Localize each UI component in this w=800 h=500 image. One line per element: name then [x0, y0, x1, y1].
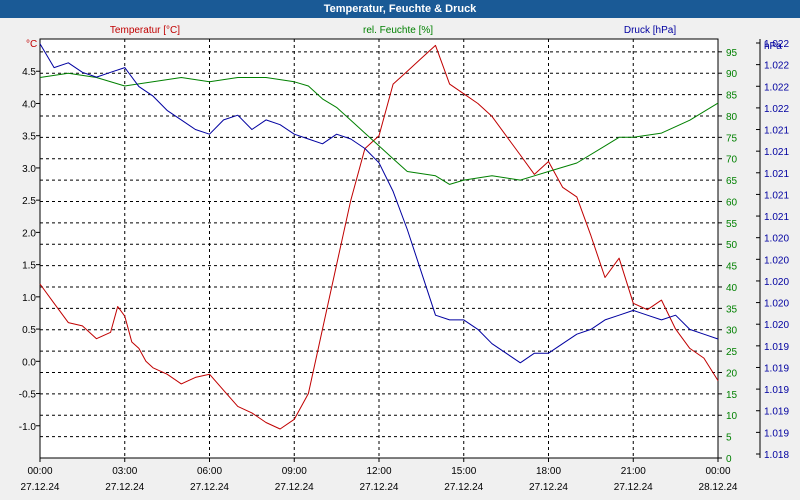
temperature-tick-label: 0.0	[22, 357, 36, 368]
humidity-tick-label: 15	[726, 390, 738, 401]
temperature-tick-label: 1.5	[22, 261, 36, 272]
pressure-tick-label: 1.022	[764, 82, 789, 93]
pressure-tick-label: 1.021	[764, 169, 789, 180]
humidity-tick-label: 65	[726, 176, 738, 187]
temperature-tick-label: 3.0	[22, 164, 36, 175]
temperature-tick-label: 2.5	[22, 196, 36, 207]
humidity-tick-label: 25	[726, 347, 738, 358]
axes-layer	[36, 39, 761, 462]
labels-layer: 00:00 27.12.24 03:00 27.12.24 06:00 27.12.24 0…	[19, 25, 790, 493]
x-tick-label-time: 21:00	[621, 466, 646, 477]
x-tick-label-date: 27.12.24	[275, 482, 314, 493]
humidity-tick-label: 5	[726, 433, 732, 444]
x-tick-label-time: 06:00	[197, 466, 222, 477]
pressure-tick-label: 1.019	[764, 342, 789, 353]
x-tick-label-time: 18:00	[536, 466, 561, 477]
temperature-tick-label: -1.0	[19, 422, 37, 433]
humidity-tick-label: 20	[726, 368, 738, 379]
grid	[40, 39, 718, 458]
pressure-tick-label: 1.019	[764, 363, 789, 374]
humidity-tick-label: 50	[726, 240, 738, 251]
x-tick-label-time: 15:00	[451, 466, 476, 477]
temperature-tick-label: 4.5	[22, 67, 36, 78]
pressure-tick-label: 1.021	[764, 147, 789, 158]
chart-title: Temperatur, Feuchte & Druck	[0, 0, 800, 18]
pressure-tick-label: 1.019	[764, 407, 789, 418]
pressure-series-line	[39, 43, 719, 364]
x-tick-label-time: 00:00	[705, 466, 730, 477]
temperature-tick-label: 3.5	[22, 132, 36, 143]
x-tick-label-time: 09:00	[282, 466, 307, 477]
humidity-series-label: rel. Feuchte [%]	[363, 25, 433, 36]
x-tick-label-date: 27.12.24	[105, 482, 144, 493]
temperature-tick-label: 1.0	[22, 293, 36, 304]
humidity-tick-label: 45	[726, 262, 738, 273]
x-tick-label-date: 27.12.24	[190, 482, 229, 493]
x-tick-label-time: 00:00	[27, 466, 52, 477]
x-tick-label-date: 27.12.24	[529, 482, 568, 493]
humidity-tick-label: 60	[726, 197, 738, 208]
temperature-series-line	[39, 44, 719, 430]
humidity-tick-label: 35	[726, 304, 738, 315]
pressure-tick-label: 1.018	[764, 450, 789, 461]
x-tick-label-date: 27.12.24	[21, 482, 60, 493]
temperature-tick-label: 4.0	[22, 99, 36, 110]
temperature-tick-label: 0.5	[22, 325, 36, 336]
humidity-series-line	[39, 72, 719, 185]
pressure-tick-label: 1.022	[764, 61, 789, 72]
humidity-tick-label: 55	[726, 219, 738, 230]
x-tick-label-time: 03:00	[112, 466, 137, 477]
temperature-tick-label: 2.0	[22, 228, 36, 239]
humidity-tick-label: 80	[726, 112, 738, 123]
x-tick-label-date: 27.12.24	[360, 482, 399, 493]
temperature-tick-label: -0.5	[19, 390, 37, 401]
humidity-tick-label: 75	[726, 133, 738, 144]
humidity-tick-label: 90	[726, 69, 738, 80]
pressure-tick-label: 1.020	[764, 320, 789, 331]
pressure-series-label: Druck [hPa]	[624, 25, 676, 36]
pressure-tick-label: 1.020	[764, 277, 789, 288]
temperature-unit-label: °C	[26, 39, 37, 50]
x-tick-label-date: 28.12.24	[699, 482, 738, 493]
humidity-tick-label: 70	[726, 155, 738, 166]
pressure-tick-label: 1.020	[764, 234, 789, 245]
pressure-unit-label: hPa	[764, 41, 782, 52]
pressure-tick-label: 1.020	[764, 255, 789, 266]
series-layer	[39, 43, 719, 430]
pressure-tick-label: 1.022	[764, 104, 789, 115]
pressure-tick-label: 1.019	[764, 385, 789, 396]
pressure-tick-label: 1.020	[764, 299, 789, 310]
pressure-tick-label: 1.019	[764, 428, 789, 439]
pressure-tick-label: 1.021	[764, 190, 789, 201]
x-tick-label-time: 12:00	[366, 466, 391, 477]
chart-canvas: 00:00 27.12.24 03:00 27.12.24 06:00 27.12.24 0…	[0, 18, 800, 500]
temperature-series-label: Temperatur [°C]	[110, 25, 180, 36]
humidity-tick-label: 85	[726, 91, 738, 102]
humidity-tick-label: 40	[726, 283, 738, 294]
humidity-tick-label: 30	[726, 326, 738, 337]
pressure-tick-label: 1.022	[764, 39, 789, 50]
humidity-tick-label: 10	[726, 411, 738, 422]
humidity-tick-label: 95	[726, 48, 738, 59]
x-tick-label-date: 27.12.24	[614, 482, 653, 493]
x-tick-label-date: 27.12.24	[444, 482, 483, 493]
humidity-tick-label: 0	[726, 454, 732, 465]
pressure-tick-label: 1.021	[764, 126, 789, 137]
pressure-tick-label: 1.021	[764, 212, 789, 223]
